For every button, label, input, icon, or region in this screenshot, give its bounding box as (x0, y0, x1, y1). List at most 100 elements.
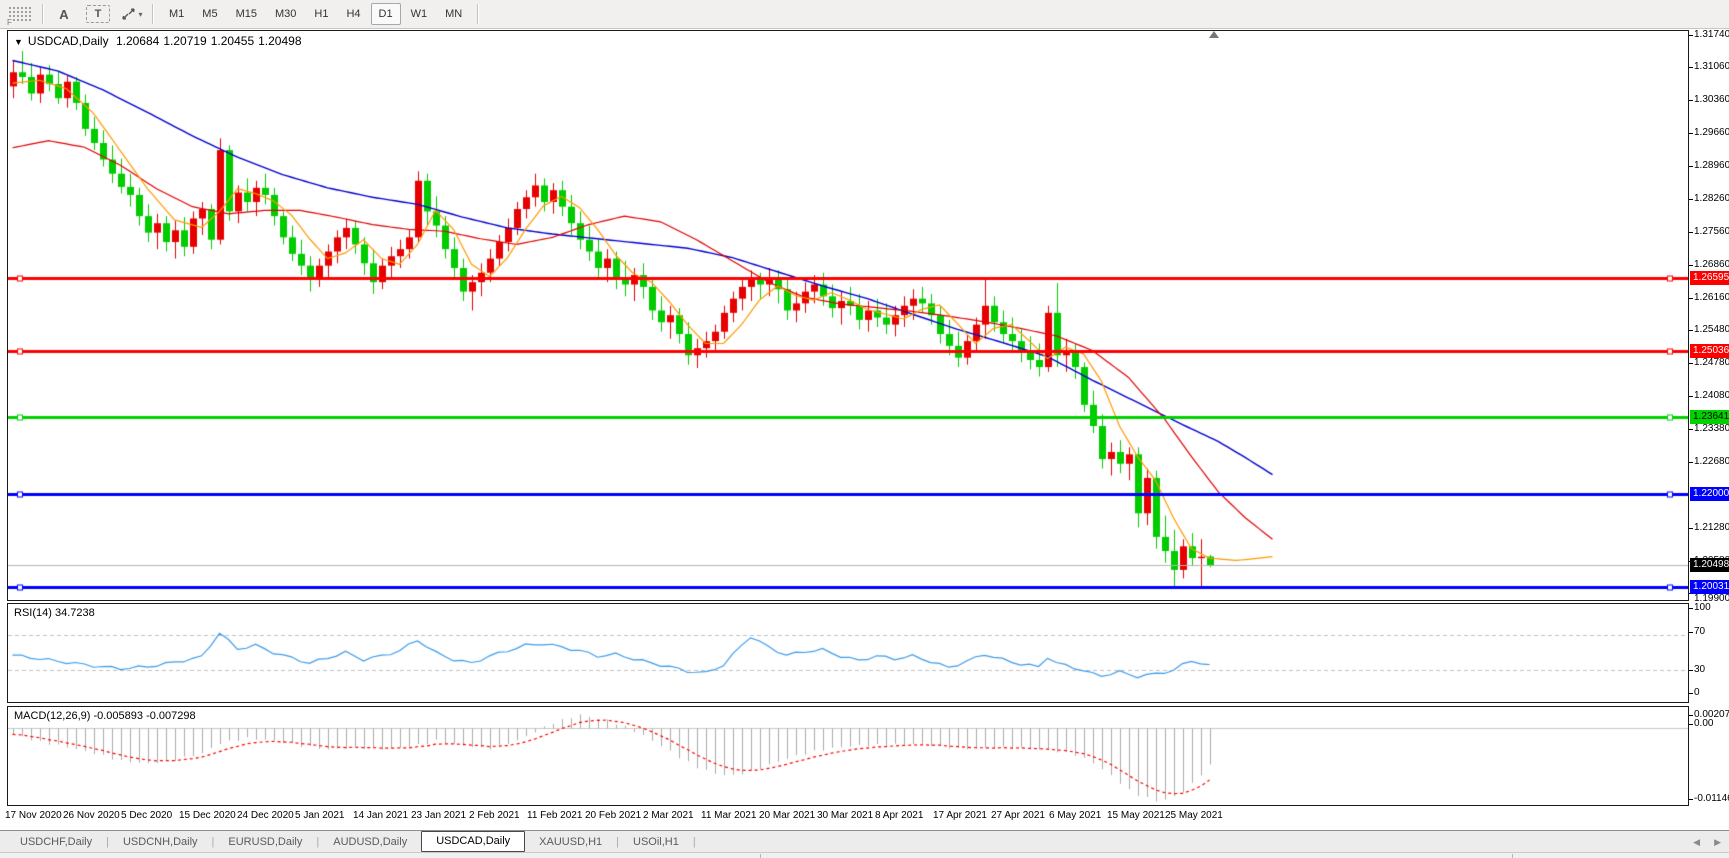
price-line-label: 1.25036 (1690, 344, 1729, 359)
price-axis-tick (1689, 396, 1693, 397)
dropdown-caret-icon: ▾ (138, 9, 143, 19)
macd-indicator-label: MACD(12,26,9) -0.005893 -0.007298 (14, 710, 196, 722)
price-line-label: 1.26595 (1690, 270, 1729, 285)
timeframe-button-h1[interactable]: H1 (314, 8, 329, 20)
tab-usoil-h1[interactable]: USOil,H1 (633, 836, 679, 848)
tab-separator: | (692, 836, 696, 848)
tab-usdcnh-daily[interactable]: USDCNH,Daily (122, 836, 198, 848)
ohlc-close: 1.20498 (258, 34, 302, 48)
price-line-label: 1.20031 (1690, 580, 1729, 595)
timeframe-button-m30[interactable]: M30 (274, 8, 297, 20)
price-axis-tick (1689, 166, 1693, 167)
date-axis-label: 15 May 2021 (1107, 810, 1165, 821)
price-axis-tick (1689, 298, 1693, 299)
tab-separator: | (616, 836, 619, 848)
date-axis-label: 5 Dec 2020 (121, 810, 173, 821)
price-axis-label: 1.29660 (1694, 127, 1729, 139)
date-axis-label: 23 Jan 2021 (411, 810, 467, 821)
price-axis-label: 1.22680 (1694, 456, 1729, 468)
arrows-tool-button[interactable]: ▾ (120, 2, 144, 26)
rsi-axis-tick (1689, 608, 1693, 609)
tab-scroll-right-icon[interactable]: ▶ (1714, 836, 1721, 847)
macd-axis-label: 0.00 (1694, 718, 1714, 729)
rsi-axis-tick (1689, 632, 1693, 633)
status-strip-divider (1512, 854, 1513, 858)
tab-eurusd-daily[interactable]: EURUSD,Daily (228, 836, 303, 848)
price-axis-label: 1.21280 (1694, 522, 1729, 534)
grip-f-label: F (6, 18, 13, 27)
symbol-label: USDCAD,Daily (27, 34, 109, 48)
price-axis-label: 1.24080 (1694, 390, 1729, 402)
timeframe-button-m15[interactable]: M15 (235, 8, 257, 20)
tab-separator: | (316, 836, 320, 848)
date-axis-label: 25 May 2021 (1165, 810, 1223, 821)
price-chart-canvas[interactable] (8, 31, 1688, 600)
tabs-container: USDCHF,Daily | USDCNH,Daily | EURUSD,Daily | A… (6, 831, 696, 852)
date-axis-label: 14 Jan 2021 (353, 810, 409, 821)
rsi-pane (7, 603, 1689, 703)
price-line-label: 1.20498 (1690, 558, 1729, 573)
tab-scroll-controls: ◀ ▶ (1693, 837, 1729, 848)
price-axis-label: 1.28960 (1694, 160, 1729, 172)
tab-scroll-left-icon[interactable]: ◀ (1693, 836, 1701, 847)
date-axis-label: 30 Mar 2021 (817, 810, 874, 821)
price-axis-label: 1.31740 (1694, 29, 1729, 40)
date-axis-label: 5 Jan 2021 (295, 810, 345, 821)
price-axis-label: 1.23380 (1694, 423, 1729, 435)
tab-audusd-daily[interactable]: AUDUSD,Daily (333, 836, 408, 848)
date-axis-label: 24 Dec 2020 (237, 810, 294, 821)
price-axis-tick (1689, 133, 1693, 134)
rsi-canvas[interactable] (8, 604, 1688, 702)
tab-usdchf-daily[interactable]: USDCHF,Daily (20, 836, 93, 848)
timeframe-group: M1 M5 M15 M30 H1 H4 D1 W1 MN (160, 3, 471, 25)
timeframe-button-m1[interactable]: M1 (169, 8, 185, 20)
price-axis-tick (1689, 232, 1693, 233)
price-axis-label: 1.31060 (1694, 61, 1729, 73)
date-axis-label: 2 Mar 2021 (643, 810, 694, 821)
macd-axis-label: 0.002074 (1694, 709, 1729, 720)
timeframe-button-mn[interactable]: MN (445, 8, 463, 20)
price-axis-tick (1689, 265, 1693, 266)
price-axis-tick (1689, 429, 1693, 430)
price-chart-pane (7, 30, 1689, 601)
toolbar: F A T ▾ M1 M5 M15 M30 H1 H4 D1 W1 MN (0, 0, 1729, 29)
timeframe-button-d1[interactable]: D1 (370, 3, 401, 25)
rsi-axis-label: 100 (1694, 602, 1711, 613)
macd-axis-tick (1689, 799, 1693, 800)
chart-shift-marker[interactable] (1209, 31, 1219, 38)
status-strip (0, 852, 1729, 858)
toolbar-separator (42, 4, 44, 24)
symbol-tab-bar: USDCHF,Daily | USDCNH,Daily | EURUSD,Daily | A… (0, 830, 1729, 853)
timeframe-button-m5[interactable]: M5 (202, 8, 218, 20)
toolbar-grip-icon[interactable]: F (6, 6, 32, 27)
date-axis-label: 26 Nov 2020 (63, 810, 120, 821)
cursor-tool-button[interactable]: A (59, 6, 69, 22)
rsi-axis-tick (1689, 670, 1693, 671)
tab-separator: | (106, 836, 109, 848)
timeframe-button-h4[interactable]: H4 (346, 8, 361, 20)
price-axis-label: 1.26160 (1694, 292, 1729, 304)
tab-xauusd-h1[interactable]: XAUUSD,H1 (539, 836, 603, 848)
date-axis-label: 20 Mar 2021 (759, 810, 816, 821)
date-axis-label: 11 Mar 2021 (701, 810, 757, 821)
price-axis-label: 1.19900 (1694, 593, 1729, 605)
price-axis-tick (1689, 462, 1693, 463)
price-axis-label: 1.27560 (1694, 226, 1729, 238)
date-axis-label: 17 Nov 2020 (5, 810, 62, 821)
price-axis-label: 1.24780 (1694, 357, 1729, 369)
price-line-label: 1.22000 (1690, 487, 1729, 502)
tab-usdcad-daily[interactable]: USDCAD,Daily (421, 831, 526, 852)
ohlc-open: 1.20684 (115, 34, 160, 48)
rsi-axis-label: 30 (1694, 664, 1706, 675)
toolbar-separator (152, 4, 154, 24)
date-axis-label: 8 Apr 2021 (875, 810, 924, 821)
price-axis-tick (1689, 35, 1693, 36)
price-axis-label: 1.28260 (1694, 193, 1729, 205)
macd-canvas[interactable] (8, 707, 1688, 805)
rsi-axis-label: 0 (1694, 687, 1700, 698)
collapse-triangle-icon[interactable]: ▼ (14, 37, 23, 47)
macd-axis-label: -0.011462 (1694, 793, 1729, 804)
timeframe-button-w1[interactable]: W1 (410, 8, 428, 20)
text-tool-button[interactable]: T (86, 5, 110, 23)
